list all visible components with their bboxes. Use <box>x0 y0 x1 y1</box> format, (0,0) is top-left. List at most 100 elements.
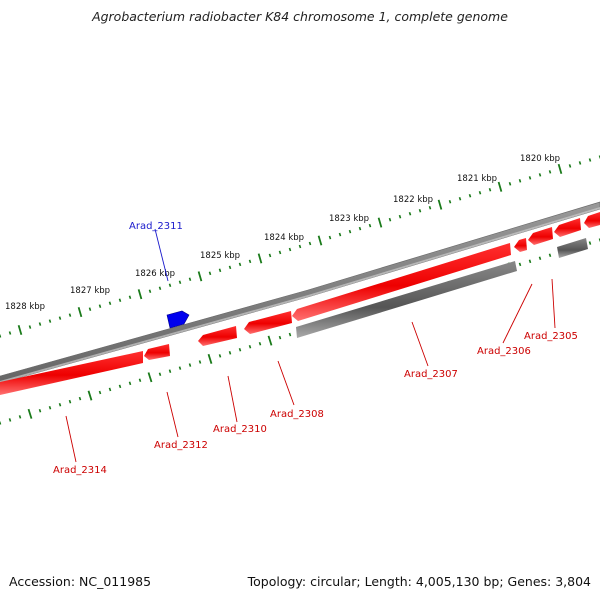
gene-Arad_2305a[interactable] <box>528 227 553 245</box>
gene-Arad_2312[interactable] <box>144 344 170 360</box>
inner-scale-major-tick <box>87 390 93 401</box>
outer-scale-minor-tick <box>0 334 2 338</box>
tick-label-1822: 1822 kbp <box>393 195 433 205</box>
outer-scale-minor-tick <box>148 289 152 294</box>
inner-scale-minor-tick <box>518 262 522 267</box>
gene-label-Arad_2305[interactable]: Arad_2305 <box>524 331 578 342</box>
gene-label-Arad_2311[interactable]: Arad_2311 <box>129 221 183 232</box>
outer-scale-minor-tick <box>458 196 462 201</box>
gene-labels: Arad_2311 Arad_2305 Arad_2306 Arad_2307 … <box>53 221 578 476</box>
inner-scale-major-tick <box>147 372 153 383</box>
outer-scale-minor-tick <box>8 331 12 335</box>
inner-scale-minor-tick <box>98 390 102 395</box>
outer-scale-minor-tick <box>298 244 302 249</box>
outer-scale-minor-tick <box>58 316 62 320</box>
inner-scale-major-tick <box>27 408 33 419</box>
outer-scale-minor-tick <box>408 211 412 216</box>
inner-scale-minor-tick <box>528 259 532 264</box>
outer-scale-minor-tick <box>428 205 432 210</box>
outer-scale-minor-tick <box>388 217 392 222</box>
label-leaders <box>65 228 556 463</box>
outer-scale-minor-tick <box>158 286 162 291</box>
inner-scale-minor-tick <box>188 363 192 367</box>
outer-scale-major-tick <box>317 235 323 246</box>
outer-scale-major-tick <box>377 217 383 228</box>
gene-label-Arad_2314[interactable]: Arad_2314 <box>53 465 107 476</box>
outer-scale-minor-tick <box>188 277 192 282</box>
outer-scale-minor-tick <box>468 194 472 198</box>
gene-grey-2[interactable] <box>557 238 588 258</box>
tick-label-1825: 1825 kbp <box>200 251 240 261</box>
inner-scale-major-tick <box>267 335 273 346</box>
tick-label-1824: 1824 kbp <box>264 233 304 243</box>
map-title: Agrobacterium radiobacter K84 chromosome… <box>92 9 508 24</box>
gene-Arad_2311[interactable] <box>166 310 190 329</box>
outer-scale-minor-tick <box>328 235 332 240</box>
gene-label-Arad_2310[interactable]: Arad_2310 <box>213 424 267 435</box>
outer-scale-major-tick <box>197 271 203 282</box>
inner-scale-minor-tick <box>68 399 72 404</box>
outer-scale-minor-tick <box>578 161 582 165</box>
outer-scale-minor-tick <box>38 322 42 326</box>
outer-scale-minor-tick <box>168 283 172 288</box>
outer-scale-minor-tick <box>538 173 542 177</box>
outer-scale-major-tick <box>557 163 563 174</box>
outer-scale-minor-tick <box>228 265 232 270</box>
gene-Arad_2314[interactable] <box>0 351 143 395</box>
inner-scale-minor-tick <box>548 253 552 258</box>
tick-label-1821: 1821 kbp <box>457 174 497 184</box>
scale-track-outer <box>0 155 600 338</box>
inner-scale-minor-tick <box>118 384 122 389</box>
other-genes <box>296 238 588 338</box>
inner-scale-minor-tick <box>128 381 132 386</box>
outer-scale-minor-tick <box>278 250 282 255</box>
outer-scale-minor-tick <box>508 182 512 186</box>
gene-label-Arad_2312[interactable]: Arad_2312 <box>154 440 208 451</box>
gene-Arad_2310[interactable] <box>198 326 237 346</box>
inner-scale-minor-tick <box>248 344 252 349</box>
tick-label-1827: 1827 kbp <box>70 286 110 296</box>
outer-scale-minor-tick <box>448 199 452 204</box>
outer-scale-minor-tick <box>88 307 92 311</box>
outer-scale-minor-tick <box>548 170 552 174</box>
outer-scale-minor-tick <box>218 268 222 273</box>
outer-scale-minor-tick <box>418 208 422 213</box>
genome-summary-text: Topology: circular; Length: 4,005,130 bp… <box>247 574 591 589</box>
outer-scale-minor-tick <box>358 226 362 231</box>
outer-scale-minor-tick <box>528 176 532 180</box>
outer-scale-minor-tick <box>208 271 212 276</box>
gene-Arad_2305[interactable] <box>554 218 581 237</box>
inner-scale-minor-tick <box>108 387 112 392</box>
gene-grey-1[interactable] <box>296 261 517 338</box>
outer-scale-minor-tick <box>478 191 482 195</box>
outer-scale-minor-tick <box>398 214 402 219</box>
inner-scale-minor-tick <box>48 405 52 410</box>
gene-label-Arad_2308[interactable]: Arad_2308 <box>270 409 324 420</box>
scale-labels: 1820 kbp 1821 kbp 1822 kbp 1823 kbp 1824… <box>5 154 560 312</box>
inner-scale-minor-tick <box>218 354 222 358</box>
gene-Arad_2308[interactable] <box>244 311 292 334</box>
tick-label-1823: 1823 kbp <box>329 214 369 224</box>
gene-label-Arad_2307[interactable]: Arad_2307 <box>404 369 458 380</box>
inner-scale-minor-tick <box>78 396 82 401</box>
tick-label-1820: 1820 kbp <box>520 154 560 164</box>
reverse-genes <box>0 212 600 395</box>
outer-scale-minor-tick <box>238 262 242 267</box>
gene-edge[interactable] <box>584 212 600 228</box>
outer-scale-minor-tick <box>48 319 52 323</box>
gene-Arad_2306[interactable] <box>514 238 527 252</box>
outer-scale-major-tick <box>77 307 83 318</box>
tick-label-1828: 1828 kbp <box>5 302 45 312</box>
gene-label-Arad_2306[interactable]: Arad_2306 <box>477 346 531 357</box>
outer-scale-minor-tick <box>28 325 32 329</box>
inner-scale-minor-tick <box>8 418 12 422</box>
outer-scale-major-tick <box>257 253 263 264</box>
outer-scale-minor-tick <box>348 229 352 234</box>
gene-Arad_2307[interactable] <box>292 243 511 321</box>
inner-scale-minor-tick <box>58 402 62 407</box>
outer-scale-minor-tick <box>288 247 292 252</box>
outer-scale-minor-tick <box>518 179 522 183</box>
inner-scale-minor-tick <box>588 241 592 245</box>
outer-scale-minor-tick <box>248 259 252 264</box>
